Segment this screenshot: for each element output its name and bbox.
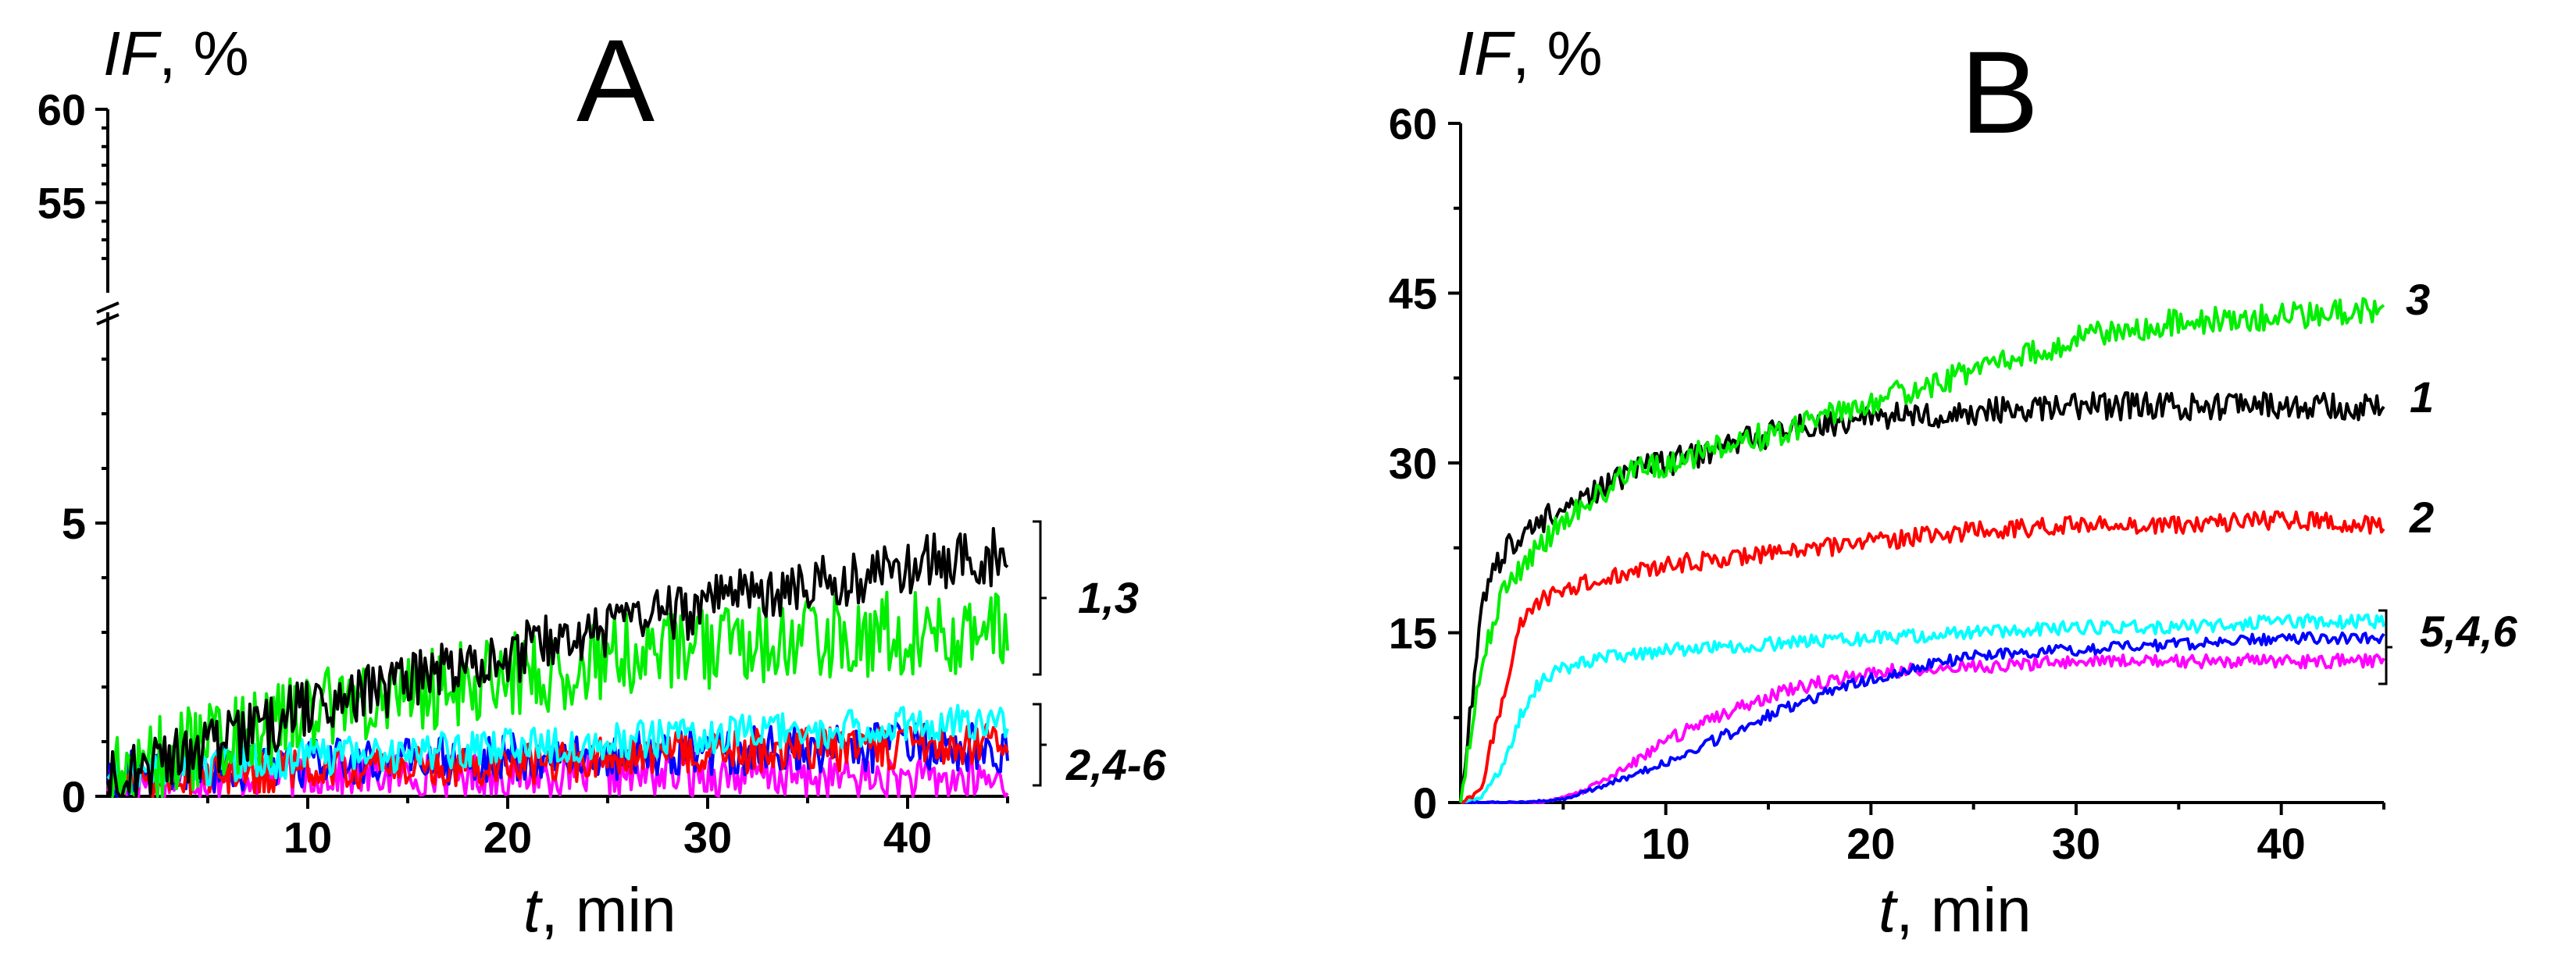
panel-b-letter: B xyxy=(1961,27,2039,158)
panel-b-x-tick-label: 40 xyxy=(2257,819,2306,868)
panel-b-series-1 xyxy=(1459,391,2385,803)
panel-a-brace-1-3 xyxy=(1033,520,1047,676)
panel-b-curve-label-3: 3 xyxy=(2406,275,2430,324)
panel-a-series-1 xyxy=(106,527,1009,798)
panel-b-curve-label-2: 2 xyxy=(2409,493,2434,542)
panel-a-series-5 xyxy=(106,703,1009,792)
panel-a-group-label-1-3: 1,3 xyxy=(1078,573,1139,622)
panel-a-y-tick-label: 5 xyxy=(62,499,86,548)
panel-b-series-5 xyxy=(1460,613,2385,804)
panel-b-series-3 xyxy=(1459,297,2385,803)
panel-b-y-tick-label: 45 xyxy=(1389,269,1437,319)
panel-a-ylabel: IF, % xyxy=(103,19,249,88)
panel-b-y-tick-label: 0 xyxy=(1413,778,1437,828)
panel-a-letter: A xyxy=(576,15,655,146)
panel-a-x-tick-label: 20 xyxy=(483,813,532,862)
panel-b-group-label-5-4-6: 5,4,6 xyxy=(2420,607,2517,656)
panel-b-y-tick-label: 15 xyxy=(1389,609,1437,658)
panel-b-y-tick-label: 30 xyxy=(1389,439,1437,488)
panel-b-xlabel: t, min xyxy=(1878,875,2032,945)
panel-a-group-label-2-4-6: 2,4-6 xyxy=(1065,740,1166,789)
panel-b-brace-5-4-6 xyxy=(2378,609,2392,685)
panel-b-x-tick-label: 10 xyxy=(1642,819,1690,868)
panel-a-axis-break-mark xyxy=(96,301,120,314)
panel-b-series-2 xyxy=(1460,510,2385,804)
panel-b-x-tick-label: 30 xyxy=(2052,819,2100,868)
panel-b-curve-label-1: 1 xyxy=(2410,372,2434,422)
panel-b-series-6 xyxy=(1460,653,2385,804)
panel-a-brace-2-4-6 xyxy=(1033,703,1047,787)
panel-a-y-tick-label: 0 xyxy=(62,772,86,821)
panel-b-y-tick-label: 60 xyxy=(1389,99,1437,148)
panel-a-x-tick-label: 40 xyxy=(883,813,932,862)
panel-a-xlabel: t, min xyxy=(523,875,676,945)
panel-b-plot: 10 20 30 40 0 15 30 45 60 xyxy=(1389,99,2385,868)
panel-b-ylabel: IF, % xyxy=(1457,19,1603,88)
panel-a-x-tick-label: 30 xyxy=(683,813,732,862)
panel-b-series-4 xyxy=(1460,631,2385,804)
panel-a-x-tick-label: 10 xyxy=(284,813,332,862)
panel-a-axis-break-mark xyxy=(96,313,120,326)
panel-b: IF, % B t, min 3 1 2 5,4,6 xyxy=(1457,19,2517,945)
panel-a-y-tick-label: 55 xyxy=(37,178,86,227)
panel-a-y-tick-label: 60 xyxy=(37,85,86,134)
panel-a: IF, % A t, min 1,3 2,4-6 xyxy=(103,15,1166,945)
panel-b-x-tick-label: 20 xyxy=(1846,819,1895,868)
